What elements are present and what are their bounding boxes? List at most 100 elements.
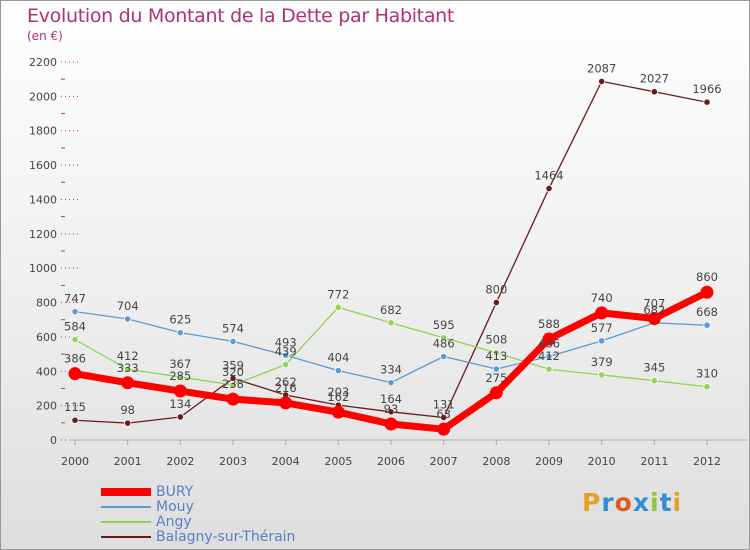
data-point-angy [176,373,184,381]
legend-label-angy: Angy [156,514,192,530]
x-tick-label: 2006 [377,455,405,468]
data-label-balagny: 131 [433,397,455,411]
data-label-bury: 740 [591,291,613,305]
y-tick-label: 400 [36,365,57,378]
data-label-bury: 93 [384,402,399,416]
data-point-mouy [282,351,290,359]
data-label-balagny: 262 [275,375,297,389]
grid-layer [61,61,79,441]
x-tick-label: 2005 [324,455,352,468]
data-point-mouy [545,352,553,361]
data-label-angy: 412 [117,349,139,363]
logo-letter: t [659,488,673,517]
data-label-bury: 162 [327,390,349,404]
data-label-angy: 379 [591,355,613,369]
data-label-mouy: 747 [64,292,86,306]
data-label-mouy: 493 [275,335,297,349]
y-tick-label: 200 [36,400,57,413]
data-point-bury [226,392,240,406]
proxiti-logo: Proxiti [582,488,682,517]
data-point-mouy [598,337,606,345]
data-label-balagny: 134 [169,397,191,411]
data-point-bury [384,417,398,431]
y-tick-label: 1400 [29,193,57,206]
data-point-mouy [124,315,132,323]
data-label-balagny: 203 [327,385,349,399]
data-label-balagny: 2087 [587,61,616,75]
data-point-angy [598,371,606,379]
data-label-mouy: 404 [327,351,349,365]
y-tick-label: 600 [36,331,57,344]
data-point-balagny [703,98,711,106]
data-label-mouy: 574 [222,321,244,335]
data-point-bury [279,396,293,410]
data-point-angy [703,383,711,391]
logo-letter: P [582,488,602,517]
data-label-mouy: 577 [591,321,613,335]
legend-label-mouy: Mouy [156,499,194,515]
data-point-balagny [176,413,184,421]
data-point-angy [440,334,448,342]
y-tick-label: 1800 [29,125,57,138]
x-tick-label: 2003 [219,455,247,468]
data-label-bury: 63 [436,407,451,421]
data-point-bury [437,422,451,436]
data-point-mouy [492,365,500,373]
data-label-balagny: 98 [120,403,135,417]
data-label-mouy: 486 [433,336,455,350]
legend-swatch-bury [101,488,151,496]
data-label-angy: 595 [433,318,455,332]
data-point-angy [71,336,79,344]
data-point-bury [647,312,661,326]
data-point-bury [173,384,187,398]
data-label-angy: 584 [64,320,86,334]
legend-item-bury: BURY [101,484,361,500]
data-label-balagny: 1966 [692,82,721,96]
y-tick-label: 1600 [29,159,57,172]
legend: BURY Mouy Angy Balagny-sur-Thérain [101,484,361,545]
data-label-mouy: 668 [696,305,718,319]
data-point-bury [489,386,503,400]
data-label-angy: 508 [485,333,507,347]
y-tick-label: 800 [36,297,57,310]
data-label-angy: 439 [275,345,297,359]
data-point-balagny [71,416,79,424]
legend-item-mouy: Mouy [101,499,361,515]
data-label-angy: 320 [222,365,244,379]
data-label-bury: 386 [64,352,86,366]
legend-label-balagny: Balagny-sur-Thérain [156,529,296,545]
y-tick-label: 2000 [29,90,57,103]
data-point-balagny [440,413,448,422]
data-point-angy [229,381,237,389]
data-label-bury: 333 [117,361,139,375]
x-tick-label: 2012 [693,455,721,468]
data-label-balagny: 359 [222,358,244,372]
data-point-bury [121,376,135,390]
y-tick-label: 1000 [29,262,57,275]
data-label-balagny: 2027 [640,72,669,86]
data-point-angy [334,303,342,311]
chart-title: Evolution du Montant de la Dette par Hab… [27,5,455,27]
data-label-bury: 588 [538,317,560,331]
data-point-mouy [334,366,342,375]
data-point-bury [542,332,556,346]
y-tick-label: 1200 [29,228,57,241]
logo-letter: x [632,488,650,517]
data-label-balagny: 115 [64,400,86,414]
data-label-balagny: 800 [485,283,507,297]
legend-swatch-angy [101,521,151,523]
logo-letter: o [614,488,633,517]
data-point-angy [492,349,500,357]
data-label-layer: 747 704 625 574 493 404 334 486 413 486 577 682 668 5… [64,61,722,421]
x-tick-label: 2010 [588,455,616,468]
data-label-bury: 707 [643,297,665,311]
data-label-mouy: 682 [643,303,665,317]
data-label-angy: 367 [169,357,191,371]
data-label-angy: 412 [538,349,560,363]
data-point-angy [545,365,553,373]
data-point-balagny [387,408,395,416]
data-point-balagny [124,419,132,427]
data-label-bury: 860 [696,270,718,284]
x-tick-label: 2011 [640,455,668,468]
